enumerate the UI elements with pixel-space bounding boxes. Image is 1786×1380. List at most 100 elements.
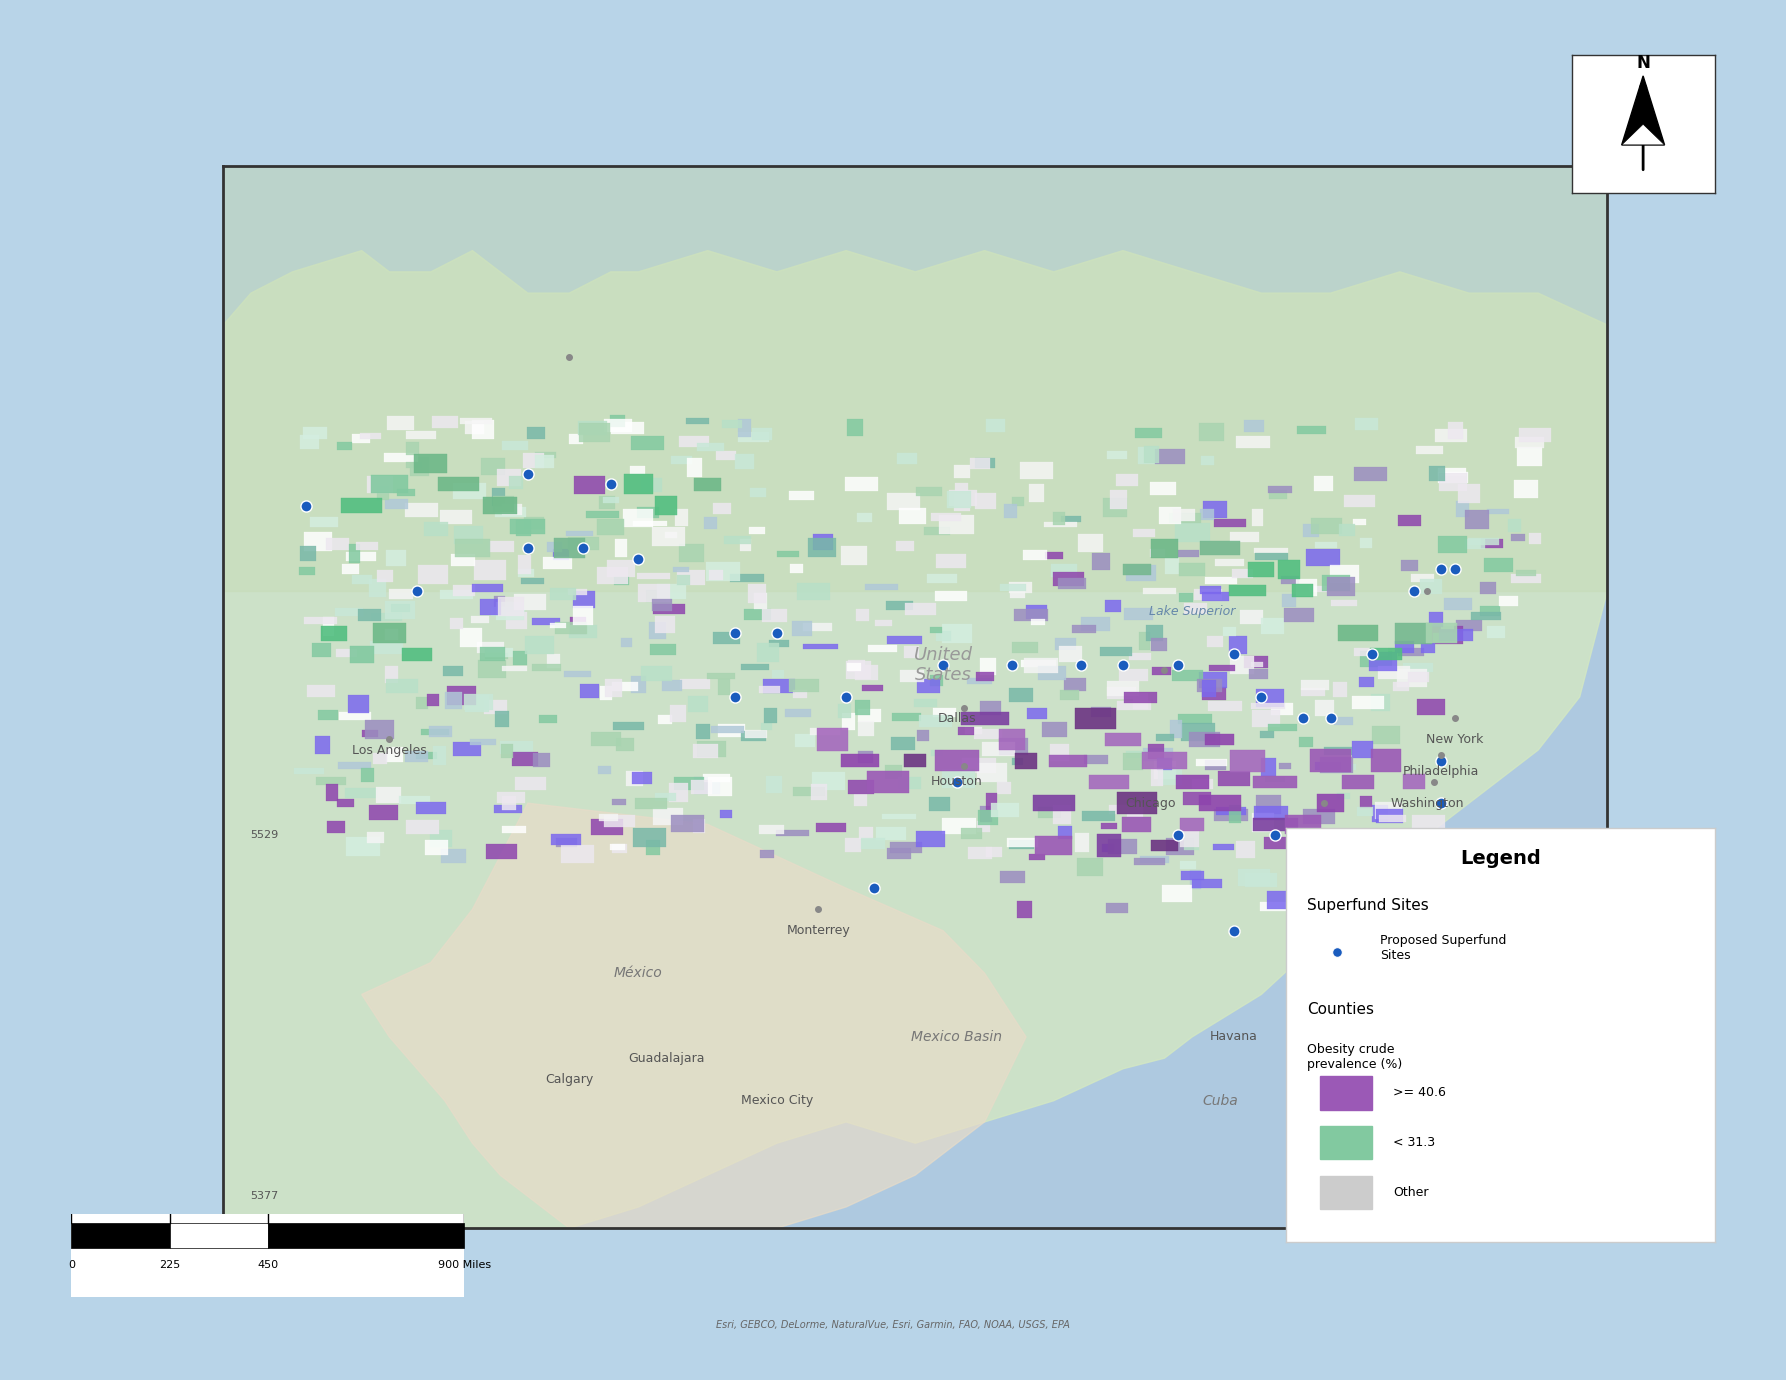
Bar [1025, 658, 1059, 673]
Bar [620, 638, 632, 647]
Bar [497, 469, 522, 487]
Bar [1236, 436, 1270, 448]
Bar [670, 816, 704, 832]
Bar [648, 622, 666, 639]
Bar [455, 540, 489, 558]
Bar [1254, 806, 1288, 820]
Bar [452, 553, 475, 566]
Bar [757, 643, 779, 662]
Bar [1239, 610, 1263, 624]
Bar [1214, 810, 1248, 821]
Bar [491, 607, 525, 617]
Bar [652, 599, 673, 611]
Bar [1159, 508, 1181, 524]
Bar [1138, 447, 1157, 464]
Bar [673, 567, 689, 571]
Bar [1197, 679, 1222, 691]
Bar [1314, 542, 1336, 548]
Bar [500, 744, 513, 758]
Bar [641, 667, 672, 680]
Bar [421, 729, 448, 734]
Bar [986, 847, 1002, 857]
Bar [1481, 540, 1504, 548]
Bar [384, 602, 414, 620]
Bar [882, 814, 916, 820]
Bar [623, 509, 652, 527]
Bar [720, 810, 732, 818]
Bar [605, 679, 623, 697]
Bar [1031, 618, 1045, 625]
Bar [1191, 778, 1213, 789]
Bar [695, 777, 720, 794]
Text: Esri, GEBCO, DeLorme, NaturalVue, Esri, Garmin, FAO, NOAA, USGS, EPA: Esri, GEBCO, DeLorme, NaturalVue, Esri, … [716, 1319, 1070, 1330]
Bar [518, 569, 534, 577]
Bar [739, 538, 752, 552]
Bar [321, 625, 346, 640]
Bar [1198, 424, 1223, 442]
Bar [1020, 462, 1054, 479]
Bar [1050, 744, 1068, 760]
Bar [534, 753, 550, 767]
Bar [1150, 538, 1179, 558]
Bar [1277, 560, 1300, 578]
Bar [686, 458, 702, 477]
Bar [1391, 883, 1420, 893]
Bar [613, 722, 645, 730]
Bar [1154, 760, 1177, 778]
Bar [1157, 758, 1172, 770]
Bar [525, 636, 554, 654]
Bar [886, 765, 902, 778]
Bar [432, 747, 446, 765]
Bar [364, 720, 393, 740]
Bar [638, 573, 670, 580]
Bar [655, 495, 677, 515]
Bar [886, 493, 920, 511]
Bar [1320, 1176, 1372, 1209]
Bar [630, 436, 664, 450]
Bar [934, 751, 979, 771]
Bar [1372, 749, 1400, 773]
Bar [693, 744, 718, 758]
Bar [1106, 600, 1120, 613]
Text: 450: 450 [257, 1260, 279, 1270]
Bar [1007, 838, 1038, 847]
Bar [384, 453, 418, 462]
Bar [934, 591, 966, 602]
Bar [1214, 519, 1247, 527]
Bar [1136, 428, 1163, 437]
Bar [1314, 476, 1332, 491]
Bar [1045, 522, 1077, 527]
Bar [339, 712, 371, 720]
Bar [357, 609, 380, 621]
Bar [847, 420, 863, 436]
Bar [454, 585, 475, 596]
Bar [898, 777, 920, 789]
Bar [1352, 696, 1384, 709]
Bar [1013, 497, 1023, 506]
Bar [480, 599, 502, 614]
Bar [1027, 604, 1047, 620]
Bar [1352, 741, 1373, 759]
Bar [472, 421, 495, 439]
Bar [859, 828, 873, 839]
Bar [1429, 465, 1445, 482]
Bar [936, 631, 950, 640]
Bar [847, 661, 872, 679]
Bar [630, 466, 645, 473]
Bar [1123, 752, 1143, 770]
Bar [666, 533, 677, 538]
Bar [495, 596, 505, 614]
Bar [961, 828, 982, 839]
Bar [1052, 512, 1064, 524]
Bar [579, 683, 600, 698]
Bar [1009, 840, 1034, 849]
Bar [954, 494, 970, 512]
Bar [373, 753, 388, 765]
Bar [632, 828, 666, 847]
Bar [405, 442, 420, 455]
Bar [555, 622, 588, 635]
Bar [432, 415, 457, 428]
Bar [1370, 649, 1402, 660]
Bar [363, 730, 379, 737]
Bar [325, 538, 348, 551]
